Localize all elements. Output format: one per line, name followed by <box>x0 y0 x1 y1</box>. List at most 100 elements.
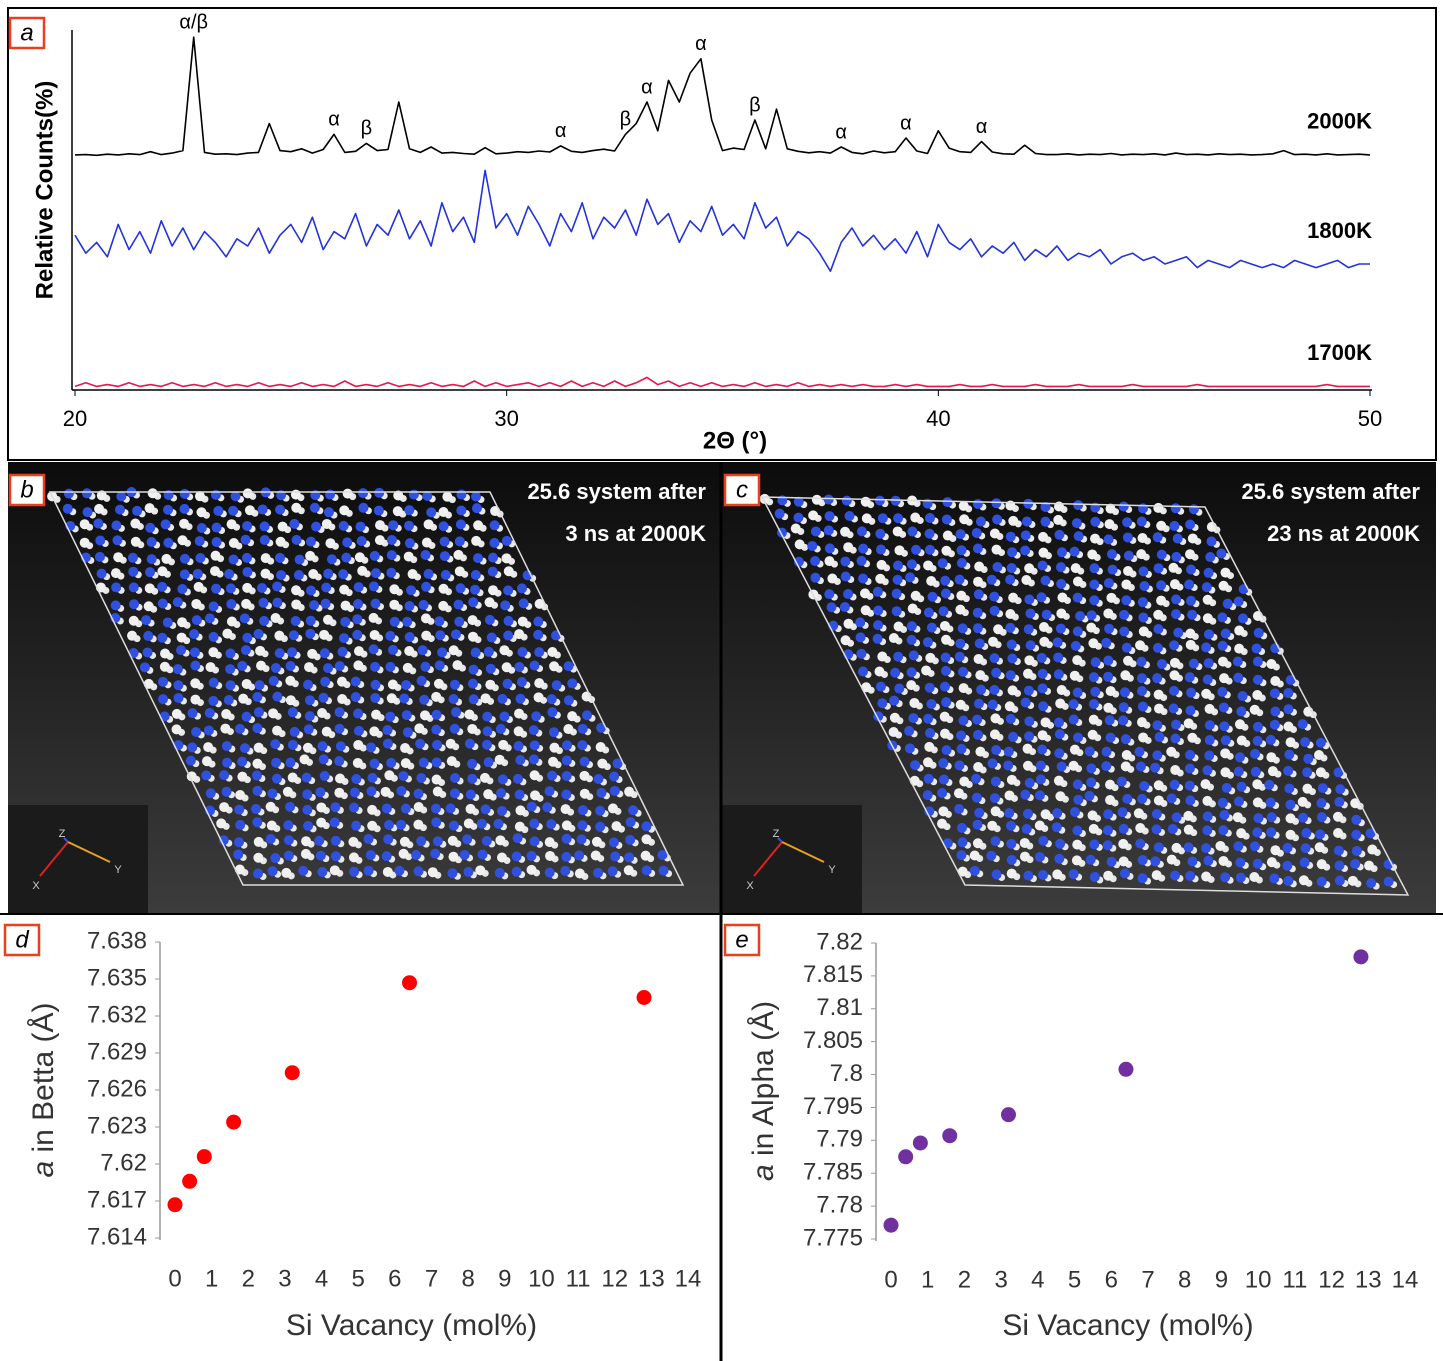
atom <box>416 675 427 686</box>
atom <box>1024 731 1035 742</box>
atom <box>448 694 459 705</box>
atom <box>1204 703 1215 714</box>
atom <box>1053 669 1064 680</box>
atom <box>942 497 953 508</box>
atom <box>304 711 315 722</box>
atom <box>1333 845 1344 856</box>
atom <box>1167 823 1178 834</box>
atom <box>185 755 196 766</box>
atom <box>1169 870 1180 881</box>
atom <box>1151 824 1162 835</box>
atom <box>514 661 525 672</box>
atom <box>924 528 935 539</box>
atom <box>1118 501 1129 512</box>
atom <box>1233 766 1244 777</box>
x-tick-label: 11 <box>566 1265 591 1292</box>
atom <box>163 537 174 548</box>
atom <box>381 803 392 814</box>
atom <box>989 605 1000 616</box>
atom <box>1183 824 1194 835</box>
atom <box>1334 796 1345 807</box>
atom <box>415 738 426 749</box>
atom <box>386 550 397 561</box>
atom <box>1316 876 1327 887</box>
atom <box>309 600 320 611</box>
axis-name: Z <box>59 828 66 840</box>
x-tick-label: 2 <box>958 1266 971 1293</box>
atom <box>892 574 903 585</box>
atom <box>401 679 412 690</box>
atom <box>270 853 281 864</box>
atom <box>1055 623 1066 634</box>
atom <box>1186 564 1197 575</box>
atom <box>233 849 244 860</box>
atom <box>1053 717 1064 728</box>
atom <box>976 684 987 695</box>
atom <box>1333 767 1344 778</box>
atom <box>210 550 221 561</box>
atom <box>317 866 328 877</box>
atom <box>303 820 314 831</box>
atom <box>320 598 331 609</box>
atom <box>110 568 121 579</box>
atom <box>579 770 590 781</box>
atom <box>1021 516 1032 527</box>
atom <box>303 679 314 690</box>
atom <box>256 660 267 671</box>
atom <box>323 663 334 674</box>
atom <box>368 644 379 655</box>
atom <box>561 851 572 862</box>
atom <box>1051 822 1062 833</box>
atom <box>494 867 505 878</box>
atom <box>1233 596 1244 607</box>
point <box>883 1217 899 1233</box>
x-tick-label: 20 <box>63 406 87 431</box>
atom <box>1037 560 1048 571</box>
atom <box>859 588 870 599</box>
atom <box>334 787 345 798</box>
atom <box>533 692 544 703</box>
atom <box>1121 579 1132 590</box>
atom <box>1314 842 1325 853</box>
atom <box>991 544 1002 555</box>
atom <box>329 865 340 876</box>
atom <box>1068 699 1079 710</box>
atom <box>387 679 398 690</box>
atom <box>657 849 668 860</box>
atom <box>596 787 607 798</box>
atom <box>1184 763 1195 774</box>
atom <box>453 549 464 560</box>
x-tick-label: 11 <box>1282 1266 1307 1293</box>
atom <box>972 714 983 725</box>
atom <box>1152 532 1163 543</box>
atom <box>342 488 353 499</box>
atom <box>517 647 528 658</box>
atom <box>512 833 523 844</box>
atom <box>386 534 397 545</box>
atom <box>824 543 835 554</box>
atom <box>1120 670 1131 681</box>
atom <box>1019 851 1030 862</box>
atom <box>1005 531 1016 542</box>
axis-name: X <box>32 880 40 892</box>
atom <box>577 805 588 816</box>
atom <box>1056 761 1067 772</box>
atom <box>1103 608 1114 619</box>
atom <box>940 652 951 663</box>
atom <box>241 711 252 722</box>
atom <box>1087 810 1098 821</box>
atom <box>1022 760 1033 771</box>
x-tick-label: 6 <box>388 1265 401 1292</box>
atom <box>242 566 253 577</box>
atom <box>516 583 527 594</box>
atom <box>875 573 886 584</box>
atom <box>404 646 415 657</box>
atom <box>1270 845 1281 856</box>
atom <box>906 667 917 678</box>
atom <box>1005 670 1016 681</box>
atom <box>549 661 560 672</box>
atom <box>222 628 233 639</box>
atom <box>177 584 188 595</box>
atom <box>1282 860 1293 871</box>
atom <box>201 770 212 781</box>
